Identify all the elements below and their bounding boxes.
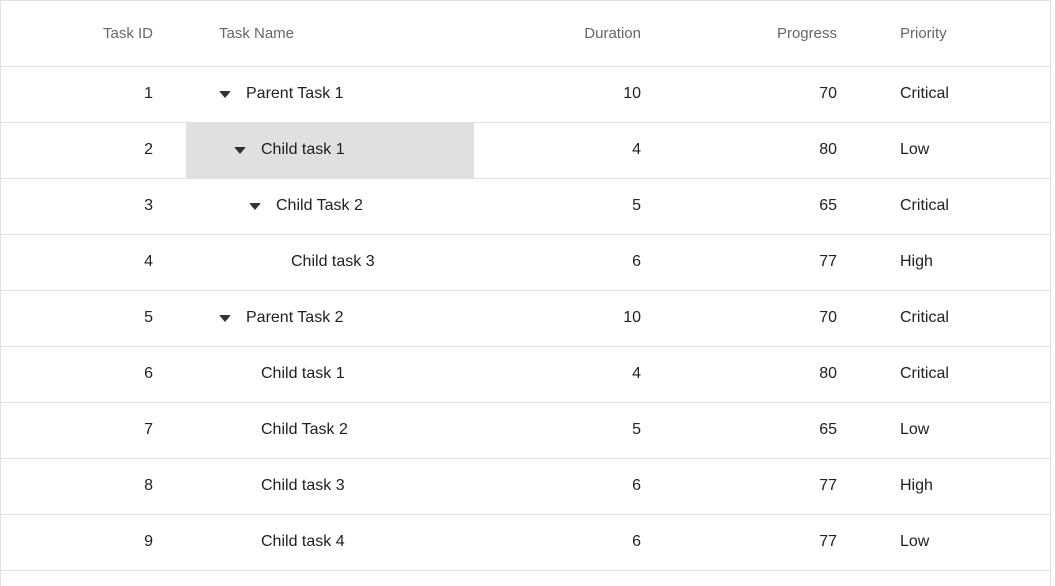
header-row: Task ID Task Name Duration Progress Prio… (1, 1, 1050, 67)
task-row: 2 Child task 1 4 80 Low (1, 122, 1050, 179)
tree-indent (219, 262, 264, 263)
collapse-arrow-icon[interactable] (249, 202, 276, 210)
duration-cell[interactable]: 6 (474, 514, 661, 571)
progress-cell[interactable]: 65 (661, 178, 856, 235)
collapse-arrow-icon[interactable] (219, 90, 246, 98)
task-name-label: Child Task 2 (261, 421, 348, 438)
duration-cell[interactable]: 10 (474, 290, 661, 347)
progress-cell[interactable]: 65 (661, 402, 856, 459)
priority-cell[interactable]: Low (856, 402, 1050, 459)
tree-indent (219, 150, 234, 151)
progress-cell[interactable]: 77 (661, 514, 856, 571)
priority-cell[interactable]: Critical (856, 66, 1050, 123)
priority-cell[interactable]: Low (856, 514, 1050, 571)
tree-indent (219, 374, 234, 375)
task-id-cell[interactable]: 3 (1, 178, 186, 235)
tree-indent (219, 542, 234, 543)
priority-cell[interactable]: High (856, 458, 1050, 515)
task-name-label: Child Task 2 (276, 197, 363, 214)
task-name-cell[interactable]: Parent Task 2 (186, 290, 474, 347)
task-row: 5 Parent Task 2 10 70 Critical (1, 290, 1050, 347)
progress-cell[interactable]: 77 (661, 458, 856, 515)
task-id-cell[interactable]: 8 (1, 458, 186, 515)
task-name-label: Child task 3 (261, 477, 345, 494)
column-header-duration[interactable]: Duration (474, 1, 661, 67)
task-id-cell[interactable]: 7 (1, 402, 186, 459)
task-name-label: Parent Task 2 (246, 309, 344, 326)
priority-cell[interactable]: Low (856, 122, 1050, 179)
task-id-cell[interactable]: 1 (1, 66, 186, 123)
progress-cell[interactable]: 70 (661, 66, 856, 123)
task-name-cell[interactable]: Child task 4 (186, 514, 474, 571)
duration-cell[interactable]: 6 (474, 234, 661, 291)
task-row: 6 Child task 1 4 80 Critical (1, 346, 1050, 403)
task-id-cell[interactable]: 6 (1, 346, 186, 403)
task-row: 7 Child Task 2 5 65 Low (1, 402, 1050, 459)
column-header-priority[interactable]: Priority (856, 1, 1050, 67)
task-table: Task ID Task Name Duration Progress Prio… (1, 1, 1050, 571)
task-name-label: Child task 4 (261, 533, 345, 550)
task-id-cell[interactable]: 9 (1, 514, 186, 571)
task-id-cell[interactable]: 4 (1, 234, 186, 291)
priority-cell[interactable]: Critical (856, 346, 1050, 403)
priority-cell[interactable]: Critical (856, 178, 1050, 235)
task-name-cell[interactable]: Parent Task 1 (186, 66, 474, 123)
task-row: 1 Parent Task 1 10 70 Critical (1, 66, 1050, 123)
task-id-cell[interactable]: 2 (1, 122, 186, 179)
duration-cell[interactable]: 4 (474, 346, 661, 403)
task-name-cell[interactable]: Child Task 2 (186, 178, 474, 235)
progress-cell[interactable]: 80 (661, 122, 856, 179)
column-header-progress[interactable]: Progress (661, 1, 856, 67)
duration-cell[interactable]: 4 (474, 122, 661, 179)
task-row: 3 Child Task 2 5 65 Critical (1, 178, 1050, 235)
progress-cell[interactable]: 70 (661, 290, 856, 347)
progress-cell[interactable]: 80 (661, 346, 856, 403)
collapse-arrow-icon[interactable] (219, 314, 246, 322)
task-row: 8 Child task 3 6 77 High (1, 458, 1050, 515)
duration-cell[interactable]: 10 (474, 66, 661, 123)
priority-cell[interactable]: High (856, 234, 1050, 291)
task-id-cell[interactable]: 5 (1, 290, 186, 347)
tree-indent (219, 430, 234, 431)
task-row: 4 Child task 3 6 77 High (1, 234, 1050, 291)
task-row: 9 Child task 4 6 77 Low (1, 514, 1050, 571)
task-name-cell[interactable]: Child Task 2 (186, 402, 474, 459)
duration-cell[interactable]: 6 (474, 458, 661, 515)
task-name-cell[interactable]: Child task 3 (186, 234, 474, 291)
tree-indent (219, 206, 249, 207)
task-name-cell-selected[interactable]: Child task 1 (186, 122, 474, 179)
column-header-task-name[interactable]: Task Name (186, 1, 474, 67)
column-header-task-id[interactable]: Task ID (1, 1, 186, 67)
priority-cell[interactable]: Critical (856, 290, 1050, 347)
duration-cell[interactable]: 5 (474, 402, 661, 459)
task-name-label: Child task 1 (261, 365, 345, 382)
duration-cell[interactable]: 5 (474, 178, 661, 235)
task-name-label: Child task 1 (261, 141, 345, 158)
task-name-label: Parent Task 1 (246, 85, 344, 102)
progress-cell[interactable]: 77 (661, 234, 856, 291)
collapse-arrow-icon[interactable] (234, 146, 261, 154)
task-name-cell[interactable]: Child task 3 (186, 458, 474, 515)
task-name-cell[interactable]: Child task 1 (186, 346, 474, 403)
task-name-label: Child task 3 (291, 253, 375, 270)
tree-indent (219, 486, 234, 487)
